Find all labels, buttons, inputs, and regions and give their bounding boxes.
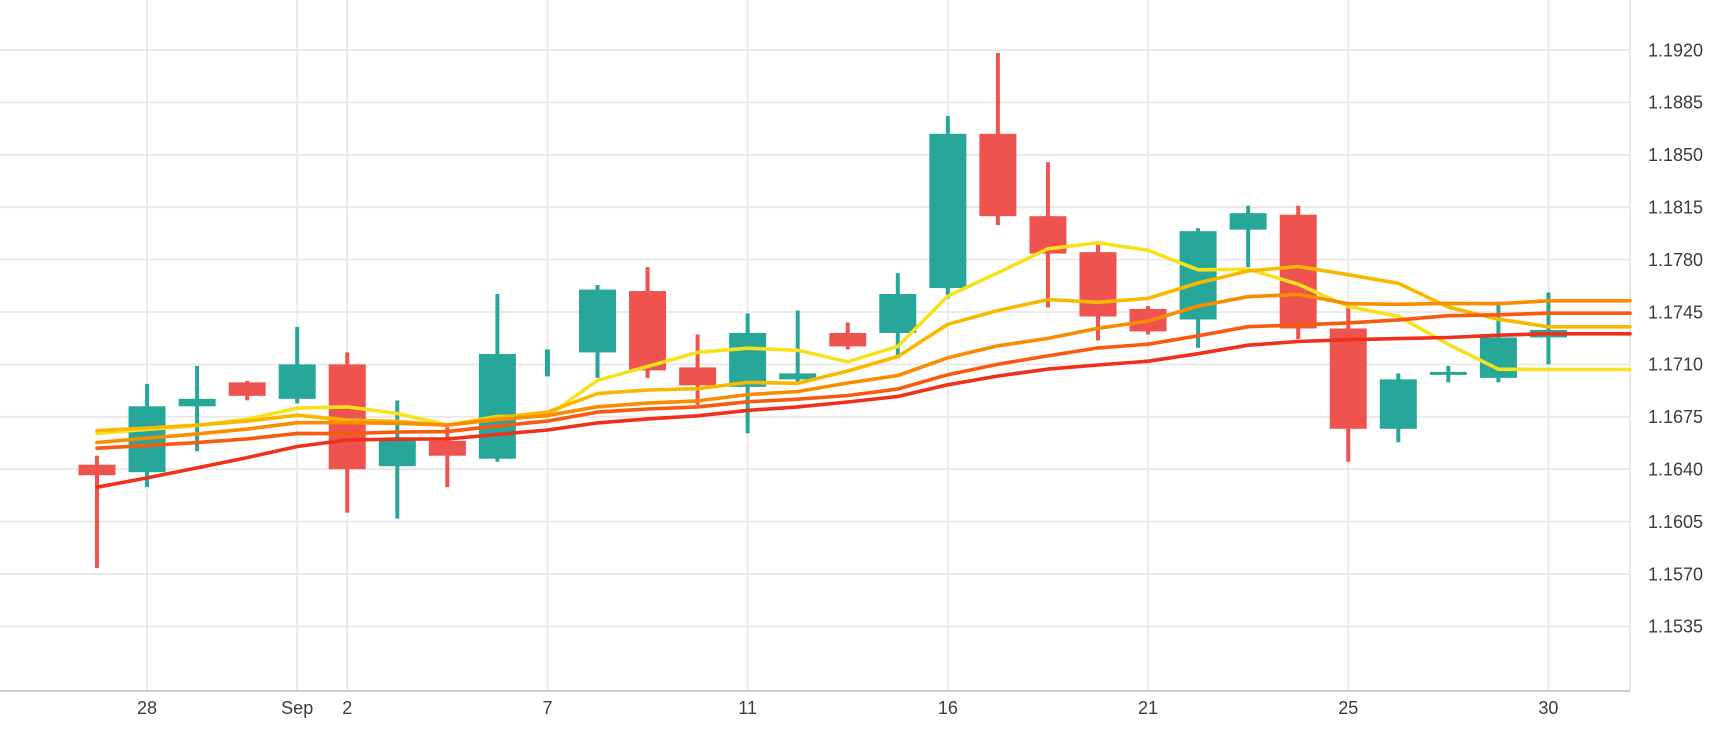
- candle-body-up[interactable]: [779, 373, 817, 380]
- y-axis-tick-label: 1.1920: [1648, 40, 1703, 60]
- x-axis-tick-label: 2: [342, 698, 352, 718]
- y-axis-tick-label: 1.1780: [1648, 250, 1703, 270]
- x-axis-tick-label: 11: [738, 698, 757, 718]
- candle-body-up[interactable]: [729, 332, 767, 387]
- candle-body-down[interactable]: [328, 364, 366, 470]
- y-axis-tick-label: 1.1745: [1648, 302, 1703, 322]
- sma-line-25[interactable]: [95, 332, 1632, 489]
- y-axis-tick-label: 1.1675: [1648, 407, 1703, 427]
- y-axis-tick-label: 1.1850: [1648, 145, 1703, 165]
- candle-body-down[interactable]: [1329, 328, 1367, 429]
- candle-body-down[interactable]: [679, 367, 717, 386]
- y-axis-tick-label: 1.1885: [1648, 93, 1703, 113]
- candle-body-up[interactable]: [1379, 379, 1417, 429]
- candle-body-down[interactable]: [428, 440, 466, 456]
- sma-line-15[interactable]: [95, 292, 1632, 445]
- x-axis-tick-label: Sep: [281, 698, 313, 718]
- candle-body-up[interactable]: [879, 294, 917, 333]
- candle-body-down[interactable]: [979, 133, 1017, 217]
- candle-body-up[interactable]: [579, 289, 616, 353]
- y-axis-tick-label: 1.1815: [1648, 198, 1703, 218]
- candle-body-down[interactable]: [78, 464, 116, 476]
- x-axis-tick-label: 7: [542, 698, 552, 718]
- y-axis-tick-label: 1.1640: [1648, 460, 1703, 480]
- sma-line-20[interactable]: [95, 311, 1632, 450]
- y-axis-tick-label: 1.1570: [1648, 564, 1703, 584]
- x-axis-tick-label: 25: [1338, 698, 1358, 718]
- candle-body-down[interactable]: [1079, 252, 1117, 317]
- candle-body-up[interactable]: [478, 353, 516, 459]
- y-axis-tick-label: 1.1535: [1648, 617, 1703, 637]
- candle-body-down[interactable]: [1279, 214, 1317, 329]
- candle-body-up[interactable]: [1479, 337, 1517, 378]
- x-axis-tick-label: 28: [137, 698, 157, 718]
- candle-body-up[interactable]: [929, 133, 967, 289]
- x-axis-tick-label: 16: [938, 698, 958, 718]
- candle-body-up[interactable]: [1429, 371, 1467, 375]
- x-axis-tick-label: 30: [1538, 698, 1558, 718]
- candle-body-down[interactable]: [829, 332, 867, 347]
- candle-body-up[interactable]: [178, 398, 216, 407]
- candle-body-down[interactable]: [629, 291, 667, 371]
- candle-body-up[interactable]: [1229, 213, 1267, 230]
- sma-line-5[interactable]: [95, 241, 1632, 436]
- x-axis-tick-label: 21: [1138, 698, 1158, 718]
- sma-line-10[interactable]: [95, 264, 1632, 433]
- candle-body-up[interactable]: [378, 439, 416, 467]
- y-axis-tick-label: 1.1710: [1648, 355, 1703, 375]
- y-axis-tick-label: 1.1605: [1648, 512, 1703, 532]
- candle-body-up[interactable]: [278, 364, 316, 399]
- candle-body-down[interactable]: [228, 382, 266, 396]
